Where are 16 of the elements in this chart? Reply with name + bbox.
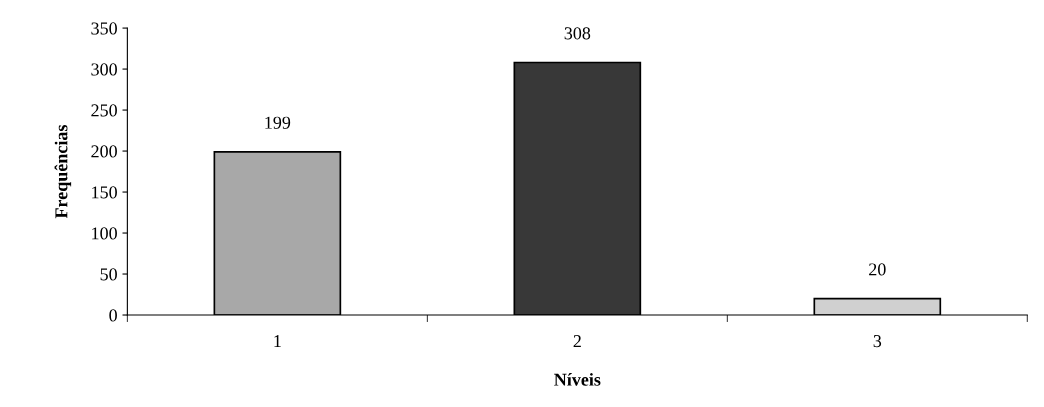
data-label: 308 bbox=[564, 27, 591, 40]
x-axis-title: Níveis bbox=[554, 373, 601, 386]
data-label: 199 bbox=[265, 116, 291, 129]
y-tick-label: 100 bbox=[92, 227, 117, 240]
y-tick-label: 200 bbox=[91, 145, 117, 158]
x-tick-label: 2 bbox=[573, 335, 581, 347]
y-tick-label: 50 bbox=[100, 268, 117, 281]
y-tick-label: 300 bbox=[91, 63, 117, 76]
y-axis-title: Frequências bbox=[54, 125, 72, 219]
x-tick-label: 1 bbox=[274, 335, 281, 347]
y-tick-label: 0 bbox=[109, 309, 117, 322]
data-label: 20 bbox=[869, 263, 886, 276]
y-tick-label: 250 bbox=[91, 104, 117, 117]
y-tick-label: 350 bbox=[91, 22, 117, 35]
y-tick-label: 150 bbox=[92, 186, 117, 199]
x-tick-label: 3 bbox=[873, 335, 882, 348]
